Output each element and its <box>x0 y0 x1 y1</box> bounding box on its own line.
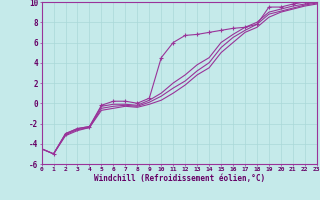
X-axis label: Windchill (Refroidissement éolien,°C): Windchill (Refroidissement éolien,°C) <box>94 174 265 183</box>
